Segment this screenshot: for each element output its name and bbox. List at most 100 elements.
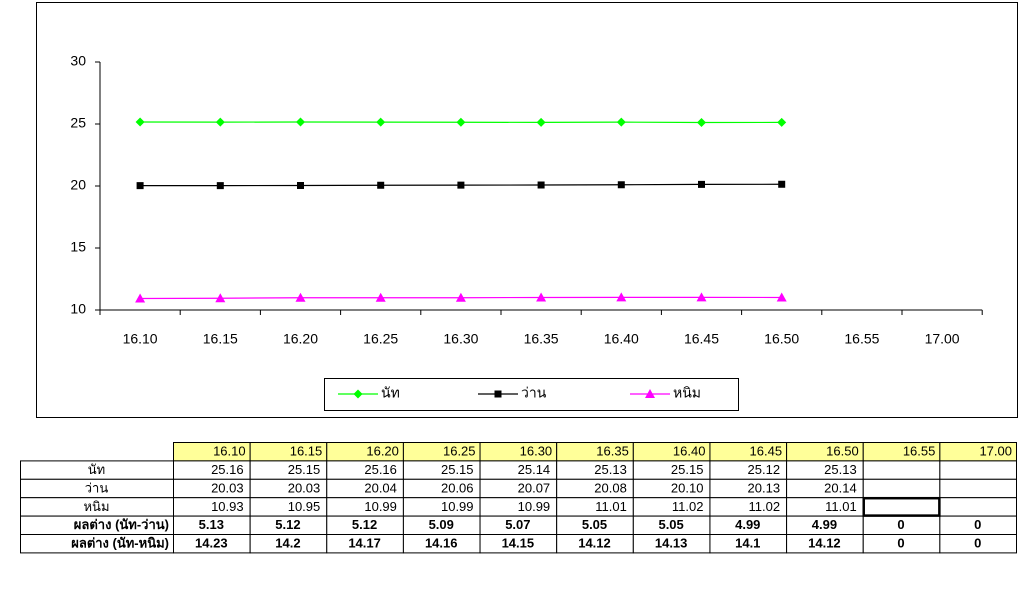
chart-frame [36, 2, 1018, 418]
cell-value: 25.13 [824, 462, 857, 477]
table-cell [939, 534, 1018, 554]
marker [296, 117, 305, 127]
marker [376, 117, 386, 127]
x-tick-label: 16.55 [844, 331, 879, 347]
row-label: หนิม [83, 499, 109, 514]
header-label: 17.00 [979, 444, 1012, 459]
y-tick-label: 20 [70, 177, 86, 193]
header-label: 16.50 [826, 444, 859, 459]
marker [455, 292, 466, 302]
header-label: 16.55 [903, 444, 936, 459]
marker [135, 117, 145, 127]
marker [778, 180, 786, 188]
row-label: ผลต่าง (นัท-หนิม) [71, 536, 169, 551]
marker [297, 182, 304, 190]
cell-value: 20.06 [441, 480, 474, 495]
cell-value: 5.07 [505, 517, 530, 532]
x-tick-label: 16.45 [684, 331, 719, 347]
marker [697, 118, 706, 128]
cell-value: 25.16 [211, 462, 244, 477]
x-tick-label: 17.00 [925, 331, 960, 347]
header-label: 16.30 [520, 444, 553, 459]
marker [698, 180, 705, 188]
x-tick-label: 16.40 [604, 331, 639, 347]
marker [536, 292, 547, 302]
marker [536, 117, 546, 127]
legend-label: หนิม [673, 385, 701, 401]
cell-value: 20.14 [824, 480, 857, 495]
legend-label: นัท [381, 385, 400, 401]
marker [617, 181, 625, 189]
cell-value: 25.16 [364, 462, 397, 477]
marker [295, 292, 306, 302]
x-tick-label: 16.10 [123, 331, 158, 347]
table-cell [862, 478, 941, 499]
cell-value: 11.02 [749, 499, 781, 514]
marker [645, 389, 655, 398]
cell-value: 10.99 [364, 499, 397, 514]
cell-value: 14.17 [348, 536, 381, 551]
marker [136, 182, 144, 190]
cell-value: 25.13 [594, 462, 627, 477]
marker [353, 389, 363, 399]
marker [135, 293, 146, 303]
y-tick-label: 10 [70, 301, 86, 317]
cell-value: 20.03 [288, 480, 321, 495]
cell-value: 20.03 [211, 480, 244, 495]
row-label: ผลต่าง (นัท-ว่าน) [74, 517, 169, 532]
cell-value: 5.12 [275, 517, 300, 532]
cell-value: 10.99 [518, 499, 551, 514]
table-cell [939, 460, 1018, 480]
marker [616, 292, 627, 302]
header-label: 16.40 [673, 444, 706, 459]
cell-value: 14.15 [502, 536, 535, 551]
y-tick-label: 15 [70, 239, 86, 255]
x-tick-label: 16.35 [524, 331, 559, 347]
y-tick-label: 25 [70, 115, 86, 131]
marker [215, 293, 226, 303]
marker [215, 117, 225, 127]
marker [537, 181, 545, 189]
marker [375, 292, 386, 302]
header-label: 16.25 [443, 444, 476, 459]
marker [377, 181, 385, 189]
marker [776, 292, 787, 302]
row-label: ว่าน [85, 480, 109, 495]
y-tick-label: 30 [70, 53, 86, 69]
cell-value: 10.93 [211, 499, 244, 514]
cell-value: 0 [897, 517, 904, 532]
marker [777, 117, 787, 127]
table-cell [862, 460, 941, 480]
cell-value: 14.16 [425, 536, 458, 551]
cell-value: 25.15 [671, 462, 704, 477]
cell-value: 25.15 [441, 462, 474, 477]
marker [456, 117, 466, 127]
cell-value: 5.12 [352, 517, 377, 532]
cell-value: 20.10 [671, 480, 704, 495]
cell-value: 0 [974, 536, 981, 551]
cell-value: 11.02 [672, 499, 704, 514]
cell-value: 14.12 [808, 536, 841, 551]
cell-value: 4.99 [812, 517, 837, 532]
cell-value: 11.01 [825, 499, 857, 514]
header-label: 16.15 [290, 444, 323, 459]
cell-value: 14.23 [195, 536, 228, 551]
table-cell [862, 497, 941, 517]
header-label: 16.10 [213, 444, 246, 459]
cell-value: 11.01 [595, 499, 627, 514]
cell-value: 0 [897, 536, 904, 551]
cell-value: 14.2 [275, 536, 300, 551]
cell-value: 5.09 [429, 517, 454, 532]
cell-value: 5.13 [199, 517, 224, 532]
row-label: นัท [88, 462, 105, 477]
x-tick-label: 16.20 [283, 331, 318, 347]
cell-value: 20.07 [518, 480, 551, 495]
marker [216, 182, 224, 190]
table-cell [939, 478, 1018, 499]
marker [494, 390, 502, 398]
x-tick-label: 16.15 [203, 331, 238, 347]
marker [616, 117, 626, 127]
cell-value: 20.13 [748, 480, 781, 495]
marker [696, 292, 707, 302]
